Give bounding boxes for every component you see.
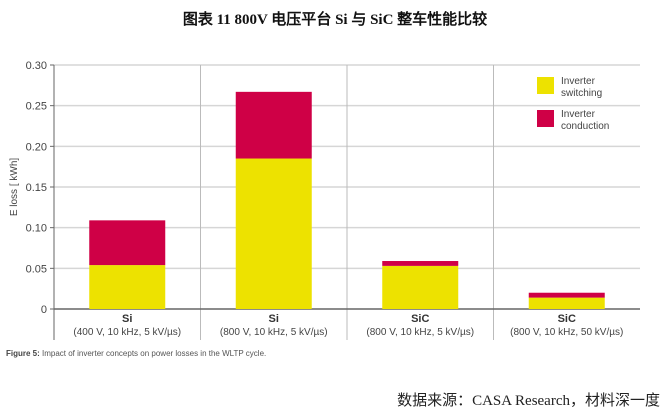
y-tick-label: 0.05 [26, 263, 47, 275]
category-label: Si [269, 313, 279, 325]
y-tick-label: 0.20 [26, 141, 47, 153]
legend-label: switching [561, 88, 602, 99]
legend-label: Inverter [561, 76, 596, 87]
category-sublabel: (800 V, 10 kHz, 50 kV/µs) [510, 327, 623, 338]
stacked-bar-chart: 0 0.05 0.10 0.15 0.20 0.25 0.30 E loss [ kWh] Si… [9, 60, 640, 340]
legend-swatch [537, 77, 554, 94]
y-tick-label: 0.25 [26, 101, 47, 113]
category-label: SiC [558, 313, 576, 325]
bar-inverter-switching [89, 265, 166, 309]
category-label: SiC [411, 313, 429, 325]
y-axis-label: E loss [ kWh] [9, 158, 20, 217]
caption-text: Impact of inverter concepts on power los… [39, 349, 267, 358]
bar-inverter-switching [382, 265, 459, 309]
category-label: Si [122, 313, 132, 325]
bar-inverter-conduction [89, 220, 166, 266]
source-note: 数据来源：CASA Research，材料深一度 [397, 393, 660, 409]
bar-inverter-switching [528, 297, 605, 309]
y-tick-label: 0.30 [26, 60, 47, 72]
bar-inverter-switching [235, 158, 312, 309]
bar-inverter-conduction [235, 91, 312, 159]
bar-inverter-conduction [528, 292, 605, 298]
category-sublabel: (800 V, 10 kHz, 5 kV/µs) [366, 327, 474, 338]
legend-label: Inverter [561, 109, 596, 120]
caption-label: Figure 5: [6, 349, 40, 358]
bar-inverter-conduction [382, 261, 459, 266]
y-tick-label: 0 [41, 304, 47, 316]
y-tick-label: 0.15 [26, 182, 47, 194]
category-sublabel: (400 V, 10 kHz, 5 kV/µs) [73, 327, 181, 338]
y-tick-label: 0.10 [26, 223, 47, 235]
legend-label: conduction [561, 121, 609, 132]
category-sublabel: (800 V, 10 kHz, 5 kV/µs) [220, 327, 328, 338]
figure-caption: Figure 5: Impact of inverter concepts on… [6, 349, 266, 358]
chart-title: 图表 11 800V 电压平台 Si 与 SiC 整车性能比较 [182, 12, 488, 28]
legend-swatch [537, 110, 554, 127]
